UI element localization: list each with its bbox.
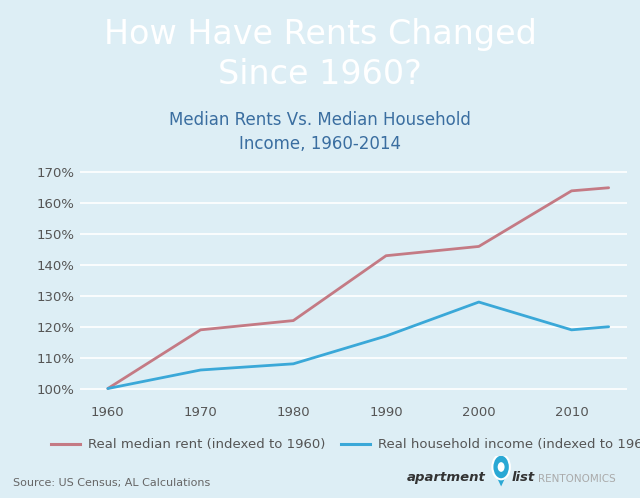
Legend: Real median rent (indexed to 1960), Real household income (indexed to 1960): Real median rent (indexed to 1960), Real…	[45, 433, 640, 457]
Text: How Have Rents Changed
Since 1960?: How Have Rents Changed Since 1960?	[104, 18, 536, 91]
Text: list: list	[512, 471, 535, 484]
PathPatch shape	[496, 476, 506, 487]
Circle shape	[492, 455, 510, 479]
Circle shape	[498, 462, 504, 472]
Text: Median Rents Vs. Median Household
Income, 1960-2014: Median Rents Vs. Median Household Income…	[169, 111, 471, 153]
Text: Source: US Census; AL Calculations: Source: US Census; AL Calculations	[13, 478, 210, 488]
Text: apartment: apartment	[406, 471, 485, 484]
Text: RENTONOMICS: RENTONOMICS	[538, 474, 615, 484]
